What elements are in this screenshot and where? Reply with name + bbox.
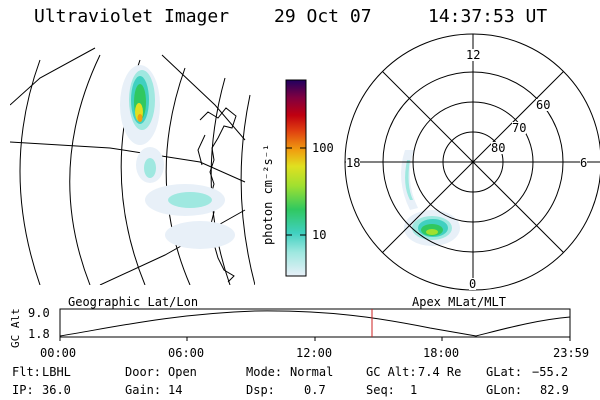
lat-label-80: 80 [491,141,506,155]
altitude-curve [59,310,571,337]
glon-label: GLon: [486,383,523,397]
lon-line-1 [10,47,96,106]
lat-label-60: 60 [536,98,551,112]
seq-value: 1 [410,383,418,397]
time-tick-1800: 18:00 [423,346,460,360]
time-label: 14:37:53 UT [428,6,548,27]
mlt-line-diag-2 [382,71,564,253]
mode-value: Normal [290,365,334,379]
gain-label: Gain: [125,383,162,397]
altitude-ymin: 1.8 [28,327,50,341]
gc-alt-label: GC Alt: [366,365,417,379]
glat-value: −55.2 [532,365,569,379]
colorbar-tick-100: 100 [312,141,334,155]
time-tick-0000: 00:00 [40,346,77,360]
mlt-label-6: 6 [580,156,588,170]
coastline [197,107,237,283]
instrument-title: Ultraviolet Imager [34,6,230,27]
colorbar-gradient [285,79,307,277]
time-tick-0600: 06:00 [168,346,205,360]
dsp-label: Dsp: [246,383,275,397]
mlt-label-0: 0 [469,277,477,291]
time-tick-2359: 23:59 [553,346,590,360]
lat-arc-4 [165,67,191,285]
glon-value: 82.9 [540,383,569,397]
door-value: Open [168,365,197,379]
lat-arc-1 [19,59,41,285]
mlt-label-12: 12 [466,48,481,62]
lat-arc-5 [210,77,231,285]
map-aurora [120,65,235,249]
dsp-value: 0.7 [304,383,326,397]
door-label: Door: [125,365,162,379]
gc-alt-value: 7.4 Re [418,365,462,379]
altitude-ylabel: GC Alt [9,308,22,348]
lat-arc-2 [69,54,101,285]
filter-label: Flt: [12,365,41,379]
geographic-panel-label: Geographic Lat/Lon [68,295,199,309]
seq-label: Seq: [366,383,395,397]
glat-label: GLat: [486,365,523,379]
lon-line-4 [161,54,246,141]
altitude-ymax: 9.0 [28,306,50,320]
lat-label-70: 70 [512,121,527,135]
time-tick-1200: 12:00 [296,346,333,360]
mlt-label-18: 18 [346,156,361,170]
apex-panel-label: Apex MLat/MLT [412,295,506,309]
filter-value: LBHL [42,365,71,379]
ip-label: IP: [12,383,34,397]
colorbar-tick-10: 10 [312,228,327,242]
lat-arc-6 [240,94,255,285]
polar-aurora [401,150,460,246]
gain-value: 14 [168,383,183,397]
mode-label: Mode: [246,365,283,379]
ip-value: 36.0 [42,383,71,397]
date-label: 29 Oct 07 [274,6,372,27]
